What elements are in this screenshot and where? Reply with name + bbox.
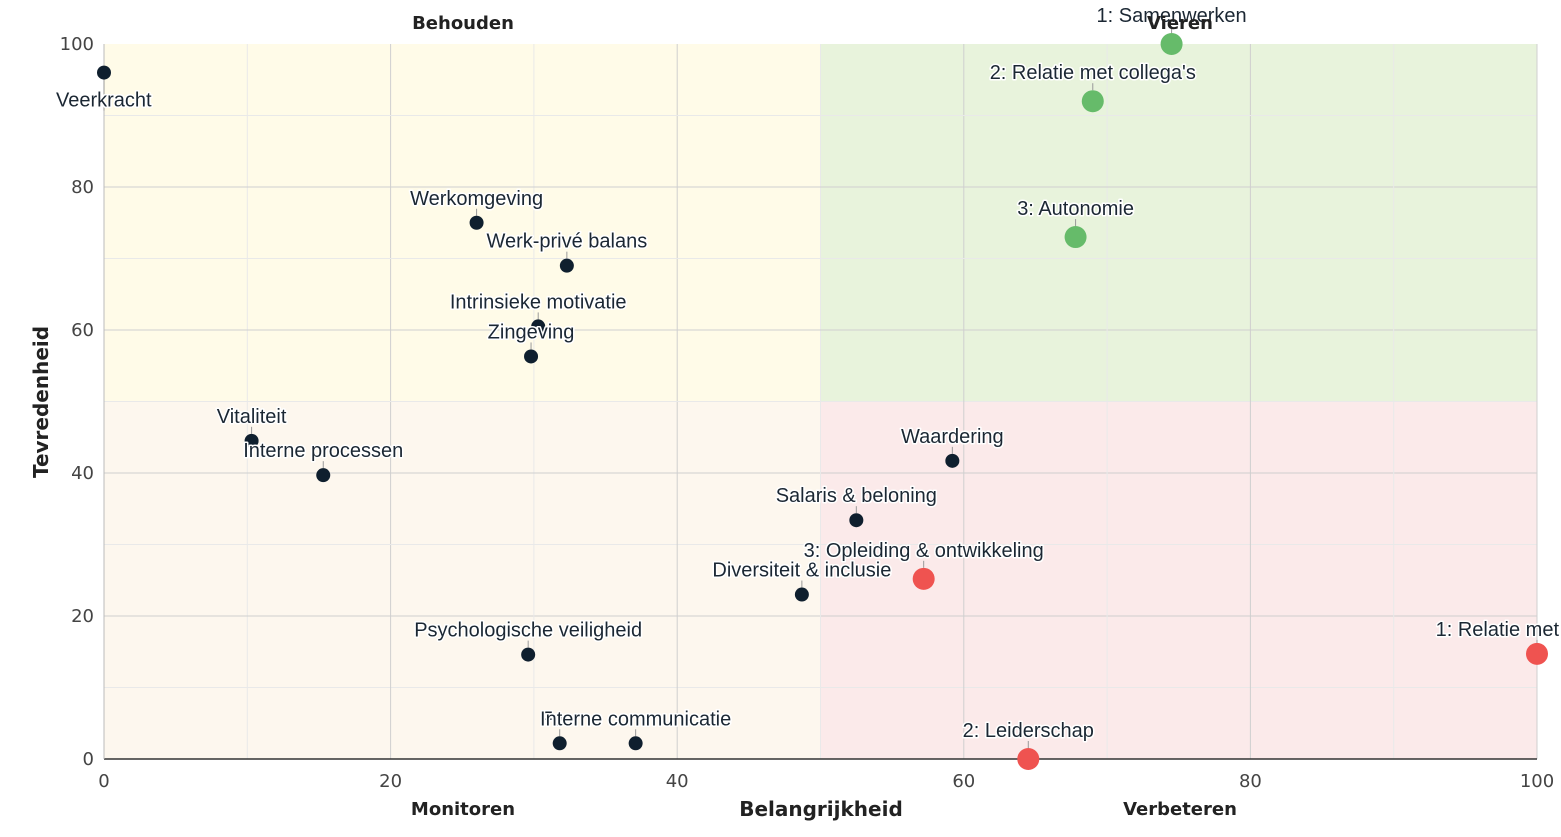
data-label: Intrinsieke motivatie [450, 291, 627, 313]
quadrant-bg-verbeteren [820, 401, 1537, 759]
quadrant-bg-vieren [820, 44, 1537, 402]
quadrant-label-verbeteren: Verbeteren [1123, 799, 1237, 820]
quadrant-bg-behouden [104, 44, 821, 402]
y-tick-label: 0 [83, 749, 94, 770]
data-label: Werkomgeving [410, 188, 543, 210]
data-point [559, 258, 574, 273]
quadrant-bg-monitoren [104, 401, 821, 759]
data-points [97, 26, 1548, 770]
x-tick-label: 40 [666, 771, 689, 792]
data-label: Veerkracht [56, 90, 152, 112]
data-label: 1: Samenwerken [1097, 5, 1247, 27]
data-label: Salaris & beloning [776, 485, 937, 507]
data-point [244, 433, 259, 448]
x-tick-label: 60 [952, 771, 975, 792]
data-label: Zingeving [488, 321, 575, 343]
x-tick-label: 20 [379, 771, 402, 792]
data-point [945, 453, 960, 468]
y-tick-label: 80 [71, 177, 94, 198]
quadrant-backgrounds [104, 44, 1537, 759]
data-point [628, 736, 643, 751]
data-point [469, 215, 484, 230]
axes [103, 44, 1537, 760]
data-label: 3: Opleiding & ontwikkeling [804, 540, 1044, 562]
data-point [912, 567, 935, 590]
y-tick-label: 60 [71, 320, 94, 341]
y-tick-label: 100 [60, 34, 94, 55]
data-point [1064, 226, 1087, 249]
x-tick-label: 100 [1520, 771, 1554, 792]
data-label: 2: Leiderschap [963, 720, 1094, 742]
data-label: Fe [540, 708, 563, 730]
data-point [1017, 748, 1040, 770]
tick-labels: 0 20 40 60 80 100 0 20 40 60 80 100 [60, 34, 1555, 792]
data-label: Interne communicatie [540, 708, 731, 730]
data-point [524, 349, 539, 364]
quadrant-label-monitoren: Monitoren [411, 799, 515, 820]
point-labels: Veerkracht Werkomgeving Werk-privé balans I… [55, 4, 1561, 744]
data-label: Diversiteit & inclusie [712, 560, 891, 582]
quadrant-label-behouden: Behouden [412, 13, 514, 34]
data-point [849, 513, 864, 528]
y-tick-label: 40 [71, 463, 94, 484]
data-label: 2: Relatie met collega's [990, 62, 1196, 84]
y-tick-label: 20 [71, 606, 94, 627]
data-point [1160, 33, 1183, 55]
quadrant-label-vieren: Vieren [1147, 13, 1213, 34]
data-point [794, 587, 809, 602]
data-point [97, 65, 111, 80]
data-label: 1: Relatie met [1436, 619, 1560, 641]
data-label: Waardering [901, 426, 1004, 448]
data-point [1081, 90, 1104, 113]
data-label: Psychologische veiligheid [414, 620, 642, 642]
y-axis-title: Tevredenheid [29, 326, 53, 478]
data-label: Vitaliteit [217, 406, 287, 428]
data-label: Werk-privé balans [486, 231, 647, 253]
data-point [316, 468, 331, 483]
data-point [521, 647, 536, 662]
data-label: 3: Autonomie [1017, 198, 1134, 220]
x-tick-label: 80 [1239, 771, 1262, 792]
data-point [1526, 642, 1548, 665]
data-label: Interne processen [243, 440, 403, 462]
x-tick-label: 0 [98, 771, 109, 792]
x-axis-title: Belangrijkheid [739, 797, 903, 821]
data-point [531, 319, 546, 334]
data-point [552, 736, 567, 751]
